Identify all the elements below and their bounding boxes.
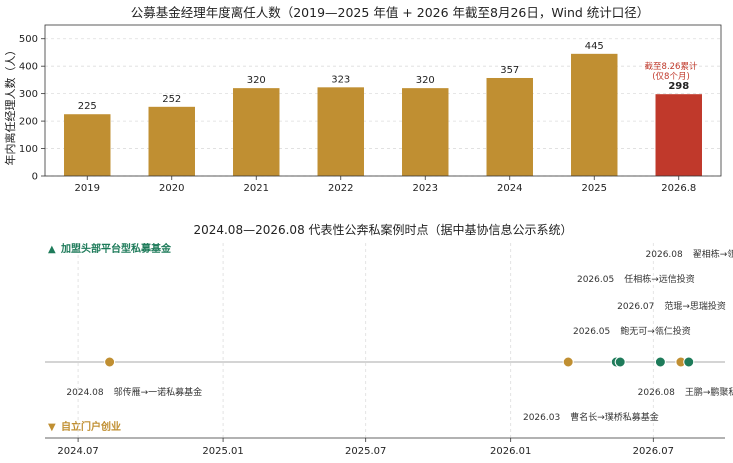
bar-x-tick-label: 2026.8 bbox=[661, 183, 696, 194]
bar-y-tick-label: 300 bbox=[19, 89, 38, 100]
timeline-event-name: 鲍无可→瓴仁投资 bbox=[620, 325, 691, 337]
bar bbox=[402, 88, 449, 176]
bar-value-label: 320 bbox=[247, 75, 266, 86]
bar bbox=[571, 53, 618, 177]
bar bbox=[486, 77, 533, 176]
timeline-x-tick-label: 2026.01 bbox=[490, 446, 531, 457]
bar bbox=[148, 106, 195, 176]
legend-self-marker: ▼ bbox=[48, 422, 56, 433]
timeline-x-axis: 2024.07 2025.01 2025.07 2026.01 2026.07 bbox=[57, 438, 674, 457]
timeline-event-name: 邬传雁→一诺私募基金 bbox=[114, 386, 203, 398]
timeline-event-name: 翟相栋→瓴仁投资 bbox=[693, 248, 733, 260]
legend-platform-marker: ▲ bbox=[48, 244, 56, 255]
bar-x-tick-label: 2020 bbox=[159, 183, 184, 194]
timeline-event-marker bbox=[104, 356, 116, 368]
bar-y-axis: 0 100 200 300 400 500 bbox=[19, 34, 45, 183]
timeline-x-tick-label: 2024.07 bbox=[57, 446, 98, 457]
timeline-event-date: 2026.07 bbox=[617, 302, 654, 312]
bar-x-tick-label: 2022 bbox=[328, 183, 353, 194]
timeline-event-date: 2026.08 bbox=[638, 388, 675, 398]
timeline-grid bbox=[77, 243, 654, 438]
bar-chart-title: 公募基金经理年度离任人数（2019—2025 年值 + 2026 年截至8月26… bbox=[131, 5, 650, 20]
bar-annotation-line1: 截至8.26累计 bbox=[645, 61, 698, 72]
bar-annotation-line2: (仅8个月) bbox=[652, 71, 690, 82]
bar-x-tick-label: 2021 bbox=[244, 183, 269, 194]
timeline-event-labels: 2024.08 邬传雁→一诺私募基金 2026.03 曹名长→璞桥私募基金 2026.0… bbox=[66, 248, 733, 423]
legend-platform-label: 加盟头部平台型私募基金 bbox=[60, 242, 172, 255]
bar-y-tick-label: 200 bbox=[19, 117, 38, 128]
timeline-event-marker bbox=[614, 356, 626, 368]
timeline-event-date: 2026.03 bbox=[523, 413, 560, 423]
timeline-x-tick-label: 2025.07 bbox=[345, 446, 386, 457]
bar-y-tick-label: 0 bbox=[32, 172, 38, 183]
legend-self-label: 自立门户创业 bbox=[61, 420, 121, 433]
bar-grid bbox=[45, 38, 721, 177]
timeline-event-name: 任相栋→远信投资 bbox=[624, 273, 695, 285]
bar-x-axis: 2019 2020 2021 2022 2023 2024 2025 2026.8 bbox=[75, 176, 696, 194]
timeline-x-tick-label: 2025.01 bbox=[202, 446, 243, 457]
bar-value-label: 252 bbox=[162, 94, 181, 105]
bar-plot-frame bbox=[44, 24, 722, 177]
timeline-event-date: 2026.08 bbox=[646, 250, 683, 260]
bar-value-label: 320 bbox=[416, 75, 435, 86]
bar-value-label: 298 bbox=[668, 81, 689, 92]
timeline-event-marker bbox=[562, 356, 574, 368]
timeline-event-marker bbox=[683, 356, 695, 368]
bar-y-tick-label: 100 bbox=[19, 144, 38, 155]
bar-y-tick-label: 500 bbox=[19, 34, 38, 45]
bar bbox=[233, 88, 280, 176]
timeline-event-date: 2026.05 bbox=[577, 275, 614, 285]
bar-value-labels: 225 252 320 323 320 357 445 298 bbox=[78, 41, 690, 112]
bar-value-label: 225 bbox=[78, 101, 97, 112]
bar-value-label: 357 bbox=[500, 65, 519, 76]
bar-y-tick-label: 400 bbox=[19, 62, 38, 73]
bar-value-label: 445 bbox=[585, 41, 604, 52]
bar bbox=[317, 87, 364, 176]
bar-value-label: 323 bbox=[331, 74, 350, 85]
timeline-event-marker bbox=[654, 356, 666, 368]
timeline-title: 2024.08—2026.08 代表性公奔私案例时点（据中基协信息公示系统） bbox=[193, 222, 572, 237]
bar bbox=[64, 114, 111, 176]
bar bbox=[655, 94, 702, 176]
timeline-event-name: 王鹏→鹏聚私募基金 bbox=[685, 386, 733, 398]
bar-x-tick-label: 2025 bbox=[582, 183, 607, 194]
timeline-x-tick-label: 2026.07 bbox=[633, 446, 674, 457]
timeline-event-date: 2024.08 bbox=[66, 388, 103, 398]
bar-series bbox=[64, 53, 702, 177]
bar-x-tick-label: 2023 bbox=[413, 183, 438, 194]
bar-x-tick-label: 2019 bbox=[75, 183, 100, 194]
timeline-event-name: 范琨→思瑞投资 bbox=[664, 300, 726, 312]
timeline-event-name: 曹名长→璞桥私募基金 bbox=[570, 411, 659, 423]
timeline-event-date: 2026.05 bbox=[573, 327, 610, 337]
bar-x-tick-label: 2024 bbox=[497, 183, 522, 194]
bar-chart-ylabel: 年内离任经理人数（人） bbox=[3, 45, 17, 166]
timeline-event-markers bbox=[104, 356, 695, 368]
